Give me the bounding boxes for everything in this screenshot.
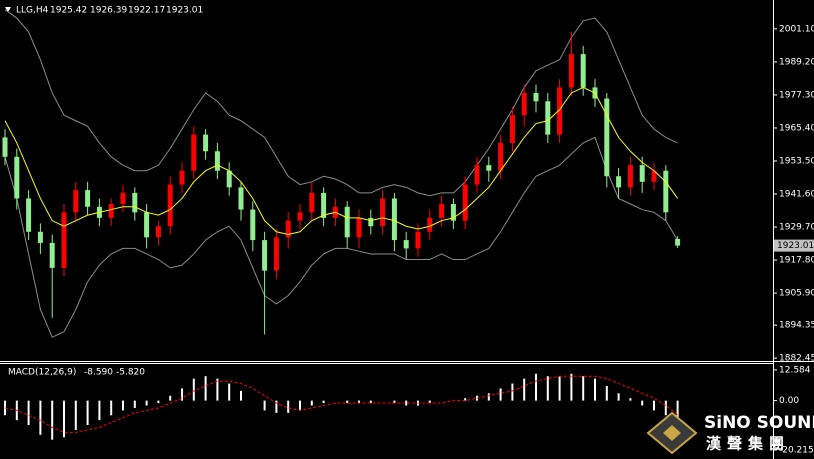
candle-body: [474, 165, 480, 185]
candle-body: [533, 92, 539, 102]
candle-body: [285, 220, 291, 238]
symbol: LLG,H4: [16, 6, 49, 16]
candle-body: [568, 54, 574, 88]
candle-body: [639, 165, 645, 182]
candle-body: [509, 115, 515, 143]
candle-body: [262, 240, 268, 271]
candle-body: [26, 198, 32, 232]
candle-body: [179, 170, 185, 185]
candle-body: [344, 206, 350, 238]
y-tick-label: 1929.70: [779, 223, 814, 233]
candle-body: [604, 98, 610, 177]
candle-body: [415, 231, 421, 249]
candle-body: [321, 192, 327, 218]
candle-body: [309, 192, 315, 213]
candle-body: [132, 192, 138, 213]
candle-body: [73, 190, 79, 213]
candle-body: [663, 170, 669, 213]
y-tick-label: -20.215: [779, 445, 814, 455]
dropdown-icon[interactable]: [5, 7, 11, 12]
candle-body: [580, 54, 586, 88]
ohlc-value: 1926.39: [90, 6, 127, 16]
candle-body: [120, 192, 126, 205]
candle-body: [108, 204, 114, 218]
candle-body: [439, 204, 445, 218]
candle-body: [651, 170, 657, 182]
ohlc-value: 1922.17: [128, 6, 165, 16]
ohlc-value: 1925.42: [50, 6, 87, 16]
upper-band: [4, 9, 678, 197]
candle-body: [675, 238, 681, 246]
indicator-label: MACD(12,26,9): [8, 368, 76, 378]
candle-body: [297, 212, 303, 221]
candle-body: [191, 134, 197, 171]
candle-body: [85, 190, 91, 207]
candle-body: [250, 209, 256, 241]
signal: [4, 375, 678, 433]
y-tick-label: 1989.20: [779, 57, 814, 67]
candle-body: [391, 198, 397, 241]
y-tick-label: 1917.80: [779, 256, 814, 266]
candle-body: [167, 184, 173, 227]
candle-body: [238, 187, 244, 210]
candle-body: [368, 217, 374, 227]
candle-body: [49, 242, 55, 268]
y-tick-label: 12.584: [779, 365, 811, 375]
y-tick-label: 1941.60: [779, 190, 814, 200]
logo-chinese: 漢聲集團: [706, 435, 790, 453]
candle-body: [155, 226, 161, 238]
candle-body: [273, 237, 279, 271]
candle-body: [557, 87, 563, 135]
candle-body: [144, 212, 150, 238]
candle-body: [37, 231, 43, 243]
y-tick-label: 1905.90: [779, 289, 814, 299]
y-tick-label: 1977.30: [779, 90, 814, 100]
candle-body: [627, 165, 633, 188]
candle-body: [462, 184, 468, 221]
y-tick-label: 1882.45: [779, 354, 814, 364]
candle-body: [450, 204, 456, 221]
candle-body: [2, 137, 8, 157]
y-tick-label: 1894.35: [779, 321, 814, 331]
lower-band: [4, 136, 679, 338]
logo-name: SiNO SOUND: [704, 413, 814, 433]
candle-body: [545, 101, 551, 135]
candle-body: [380, 198, 386, 227]
indicator-value: -5.820: [116, 368, 145, 378]
y-tick-label: 1965.40: [779, 123, 814, 133]
candle-body: [356, 217, 362, 238]
indicator-value: -8.590: [84, 368, 113, 378]
logo: SiNO SOUND 漢聲集團: [646, 411, 814, 455]
candle-body: [14, 156, 20, 199]
candle-body: [498, 142, 504, 171]
price-label: 1923.01: [777, 241, 814, 251]
y-tick-label: 0.00: [779, 396, 799, 406]
y-tick-label: 1953.50: [779, 156, 814, 166]
price-box: [774, 239, 814, 252]
candle-body: [203, 134, 209, 152]
y-tick-label: 2001.10: [779, 24, 814, 34]
ma: [4, 86, 679, 236]
candle-body: [61, 212, 67, 268]
candle-body: [226, 170, 232, 188]
candle-body: [427, 217, 433, 232]
ohlc-value: 1923.01: [166, 6, 203, 16]
candle-body: [486, 165, 492, 171]
candle-body: [214, 151, 220, 171]
candle-body: [521, 92, 527, 116]
logo-mark: [663, 425, 681, 441]
candle-body: [616, 176, 622, 188]
candle-body: [403, 240, 409, 249]
